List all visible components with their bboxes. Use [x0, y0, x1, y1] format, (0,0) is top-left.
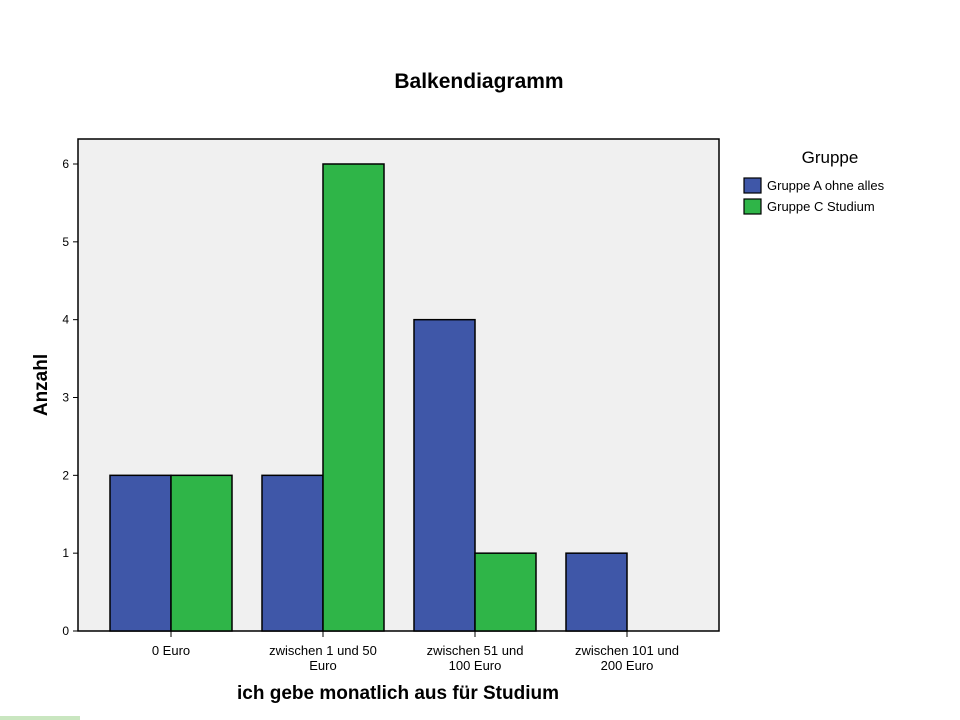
legend-title: Gruppe	[802, 148, 859, 167]
x-axis-label: ich gebe monatlich aus für Studium	[237, 683, 559, 704]
bar-gruppe-a-3	[565, 552, 628, 632]
legend-label: Gruppe A ohne alles	[767, 178, 885, 193]
bar-gruppe-a-1	[261, 474, 324, 632]
bar-gruppe-a-2	[413, 318, 476, 632]
x-tick-label: zwischen 101 und	[575, 643, 679, 658]
y-tick-label: 3	[62, 391, 69, 405]
bar-gruppe-c-0	[170, 474, 233, 632]
y-tick-label: 2	[62, 468, 69, 482]
bar-gruppe-c-2	[474, 552, 537, 632]
chart-title: Balkendiagramm	[394, 70, 563, 93]
x-tick-label: 0 Euro	[152, 643, 190, 658]
bar-gruppe-a-0	[109, 474, 172, 632]
legend: Gruppe Gruppe A ohne alles Gruppe C Studi…	[743, 148, 885, 215]
x-tick-label: 200 Euro	[601, 658, 654, 673]
corner-strip	[0, 716, 80, 720]
x-tick-label: 100 Euro	[449, 658, 502, 673]
x-tick-label: zwischen 1 und 50	[269, 643, 377, 658]
legend-swatch	[743, 198, 762, 215]
y-tick-label: 6	[62, 157, 69, 171]
y-axis-label: Anzahl	[31, 354, 52, 416]
y-tick-label: 5	[62, 235, 69, 249]
y-tick-label: 4	[62, 313, 69, 327]
legend-label: Gruppe C Studium	[767, 199, 875, 214]
bar-gruppe-c-1	[322, 163, 385, 632]
y-tick-label: 0	[62, 624, 69, 638]
legend-swatch	[743, 177, 762, 194]
x-tick-label: Euro	[309, 658, 336, 673]
x-tick-label: zwischen 51 und	[427, 643, 524, 658]
bars	[109, 163, 628, 632]
y-axis: 0 1 2 3 4 5 6	[62, 157, 78, 638]
y-tick-label: 1	[62, 546, 69, 560]
